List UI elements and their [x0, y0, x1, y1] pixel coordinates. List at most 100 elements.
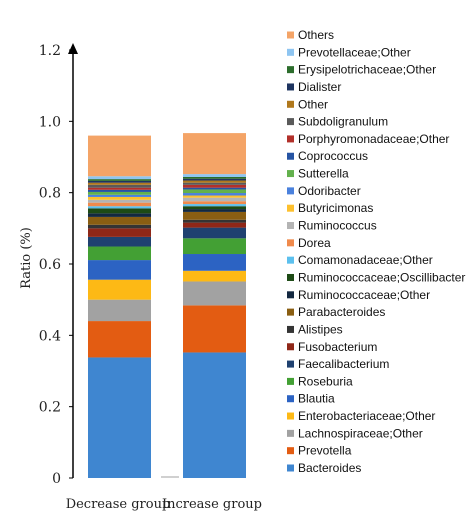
- legend-label: Alistipes: [298, 322, 343, 336]
- bar-segment-ruminococcaceae-oscillibacter-decrease: [88, 208, 151, 214]
- y-tick-label: 0.8: [39, 186, 61, 202]
- legend-swatch: [287, 325, 294, 333]
- bar-segment-sutterella-decrease: [88, 191, 151, 195]
- bar-segment-subdoligranulum-increase: [183, 182, 246, 185]
- bar-segment-other-increase: [183, 180, 246, 183]
- legend-item: Coprococcus: [287, 149, 368, 163]
- y-tick-label: 0.4: [39, 328, 61, 344]
- legend-swatch: [287, 360, 294, 368]
- legend-label: Odoribacter: [298, 184, 361, 198]
- bar-segment-coprococcus-decrease: [88, 189, 151, 192]
- bar-segment-other-decrease: [88, 182, 151, 185]
- y-axis-title: Ratio (%): [19, 227, 34, 289]
- legend-label: Prevotellaceae;Other: [298, 45, 411, 59]
- legend-item: Ruminococcaceae;Other: [287, 288, 430, 302]
- plot-area: 0 0.2 0.4 0.6 0.8 1.0 1.2 Ratio (%) Decrease g…: [19, 43, 262, 512]
- legend-item: Enterobacteriaceae;Other: [287, 409, 435, 423]
- legend-swatch: [287, 464, 294, 472]
- bar-segment-ruminococcus-increase: [183, 197, 246, 202]
- legend-label: Others: [298, 28, 334, 42]
- bar-segment-coprococcus-increase: [183, 187, 246, 190]
- bar-segment-blautia-increase: [183, 254, 246, 271]
- legend-label: Porphyromonadaceae;Other: [298, 132, 449, 146]
- bar-segment-ruminococcaceae-other-decrease: [88, 213, 151, 217]
- legend-item: Comamonadaceae;Other: [287, 253, 433, 267]
- bar-segment-blautia-decrease: [88, 260, 151, 280]
- bar-segment-fusobacterium-decrease: [88, 228, 151, 237]
- legend-item: Prevotella: [287, 444, 352, 458]
- legend-label: Parabacteroides: [298, 305, 385, 319]
- legend-item: Dialister: [287, 80, 341, 94]
- bar-segment-odoribacter-decrease: [88, 194, 151, 197]
- bar-segment-lachnospiraceae-other-decrease: [88, 299, 151, 322]
- legend-item: Alistipes: [287, 322, 343, 336]
- legend-swatch: [287, 118, 294, 126]
- bar-segment-bacteroides-increase: [183, 352, 246, 478]
- legend-label: Prevotella: [298, 444, 352, 458]
- legend-item: Ruminococcaceae;Oscillibacter: [287, 270, 465, 284]
- legend-item: Ruminococcus: [287, 219, 377, 233]
- legend-swatch: [287, 100, 294, 108]
- legend-swatch: [287, 377, 294, 385]
- bar-segment-porphyromonadaceae-other-decrease: [88, 187, 151, 190]
- bar-segment-subdoligranulum-decrease: [88, 184, 151, 188]
- legend-label: Fusobacterium: [298, 340, 377, 354]
- bar-segment-porphyromonadaceae-other-increase: [183, 184, 246, 188]
- legend-label: Ruminococcaceae;Oscillibacter: [298, 270, 465, 284]
- bar-segment-roseburia-decrease: [88, 246, 151, 261]
- legend-item: Prevotellaceae;Other: [287, 45, 411, 59]
- y-tick-label: 1.0: [39, 114, 61, 130]
- legend-label: Subdoligranulum: [298, 115, 388, 129]
- legend-label: Comamonadaceae;Other: [298, 253, 433, 267]
- bar-segment-enterobacteriaceae-other-increase: [183, 270, 246, 282]
- bar-segment-erysipelotrichaceae-other-increase: [183, 176, 246, 179]
- legend-label: Faecalibacterium: [298, 357, 389, 371]
- bar-segment-alistipes-increase: [183, 219, 246, 223]
- bar-segment-faecalibacterium-decrease: [88, 236, 151, 247]
- x-axis-marker: [161, 476, 179, 478]
- legend-swatch: [287, 31, 294, 39]
- legend-item: Parabacteroides: [287, 305, 385, 319]
- y-tick-label: 0.6: [39, 257, 61, 273]
- legend-item: Porphyromonadaceae;Other: [287, 132, 449, 146]
- bar-segment-butyricimonas-decrease: [88, 196, 151, 200]
- x-category-label: Increase group: [162, 497, 262, 512]
- legend-item: Roseburia: [287, 374, 353, 388]
- legend-label: Sutterella: [298, 167, 349, 181]
- bar-segment-others-decrease: [88, 135, 151, 177]
- legend-item: Subdoligranulum: [287, 115, 388, 129]
- x-category-label: Decrease group: [66, 497, 171, 512]
- bar-segment-lachnospiraceae-other-increase: [183, 281, 246, 306]
- y-tick-label: 0: [52, 471, 61, 487]
- legend-swatch: [287, 170, 294, 178]
- bar-segment-sutterella-increase: [183, 189, 246, 194]
- bar-segment-ruminococcaceae-oscillibacter-increase: [183, 206, 246, 210]
- bar-segment-parabacteroides-decrease: [88, 216, 151, 225]
- bar-segment-dialister-decrease: [88, 180, 151, 183]
- legend-swatch: [287, 429, 294, 437]
- bar-segment-ruminococcaceae-other-increase: [183, 209, 246, 212]
- y-tick-label: 1.2: [39, 43, 61, 59]
- legend-swatch: [287, 222, 294, 230]
- legend-swatch: [287, 48, 294, 56]
- legend-label: Other: [298, 97, 328, 111]
- legend-label: Dialister: [298, 80, 341, 94]
- legend-swatch: [287, 308, 294, 316]
- legend-swatch: [287, 83, 294, 91]
- legend-swatch: [287, 412, 294, 420]
- bar-segment-prevotella-decrease: [88, 321, 151, 358]
- bar-segment-prevotella-increase: [183, 305, 246, 353]
- bar-segment-erysipelotrichaceae-other-decrease: [88, 179, 151, 181]
- bar-segment-comamonadaceae-other-increase: [183, 204, 246, 207]
- bar-segment-ruminococcus-decrease: [88, 199, 151, 203]
- legend-item: Faecalibacterium: [287, 357, 389, 371]
- legend-item: Odoribacter: [287, 184, 361, 198]
- legend-item: Butyricimonas: [287, 201, 373, 215]
- legend-swatch: [287, 152, 294, 160]
- legend-swatch: [287, 395, 294, 403]
- legend-label: Ruminococcaceae;Other: [298, 288, 430, 302]
- bar-segment-fusobacterium-increase: [183, 222, 246, 228]
- bar-segment-dialister-increase: [183, 178, 246, 181]
